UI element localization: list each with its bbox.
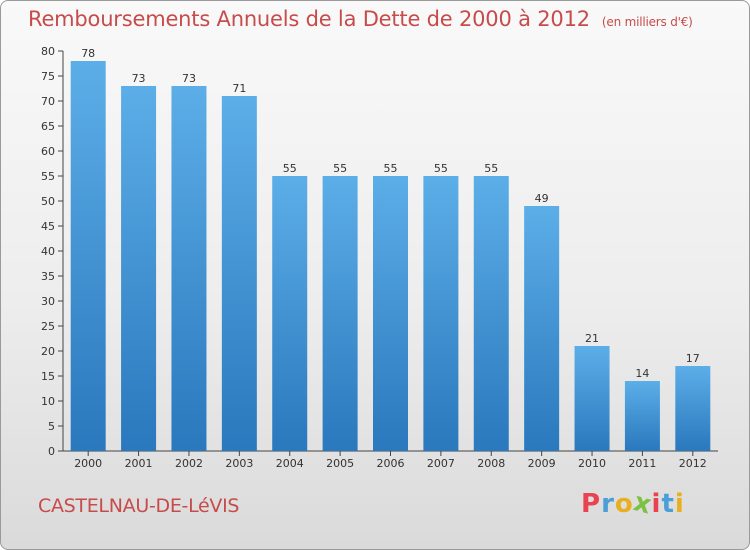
bar-2006 <box>373 176 408 451</box>
bar-value-label: 55 <box>384 162 398 175</box>
y-axis: 0 5 10 15 20 25 30 35 40 45 50 55 60 65 70 75 80 <box>41 45 64 458</box>
bar-value-label: 55 <box>283 162 297 175</box>
x-tick-label: 2010 <box>578 457 606 470</box>
x-tick-label: 2001 <box>125 457 153 470</box>
bar-value-label: 78 <box>81 47 95 60</box>
y-tick-label: 30 <box>41 295 55 308</box>
y-tick-label: 60 <box>41 145 55 158</box>
y-tick-label: 40 <box>41 245 55 258</box>
x-tick-label: 2012 <box>679 457 707 470</box>
y-tick-label: 75 <box>41 70 55 83</box>
x-tick-label: 2011 <box>628 457 656 470</box>
bar-2004 <box>272 176 308 451</box>
y-tick-label: 10 <box>41 395 55 408</box>
bar-value-label: 17 <box>686 352 700 365</box>
x-tick-label: 2009 <box>528 457 556 470</box>
bar-value-label: 55 <box>434 162 448 175</box>
x-tick-label: 2000 <box>74 457 102 470</box>
logo-letter: o <box>614 489 634 519</box>
bar-2003 <box>221 96 257 451</box>
bar-value-label: 73 <box>132 72 146 85</box>
bar-value-label: 21 <box>585 332 599 345</box>
y-tick-label: 45 <box>41 220 55 233</box>
bar-2007 <box>423 176 459 451</box>
chart-subtitle: (en milliers d'€) <box>601 15 693 29</box>
y-tick-label: 65 <box>41 120 55 133</box>
y-tick-label: 80 <box>41 45 55 58</box>
logo-letter: t <box>661 489 675 519</box>
y-tick-label: 0 <box>48 445 55 458</box>
x-tick-label: 2008 <box>477 457 505 470</box>
x-axis: 2000 2001 2002 2003 2004 2005 2006 2007 2008 2009… <box>63 450 718 470</box>
x-tick-label: 2003 <box>225 457 253 470</box>
bar-value-label: 73 <box>182 72 196 85</box>
bar-2000 <box>70 61 106 451</box>
y-tick-label: 20 <box>41 345 55 358</box>
logo-letter: P <box>581 489 602 519</box>
y-tick-label: 35 <box>41 270 55 283</box>
y-tick-label: 55 <box>41 170 55 183</box>
x-tick-label: 2005 <box>326 457 354 470</box>
logo-letter: r <box>601 489 615 519</box>
bar-2009 <box>524 206 560 451</box>
bar-value-label: 71 <box>232 82 246 95</box>
chart-title-text: Remboursements Annuels de la Dette de 20… <box>28 7 590 31</box>
bar-2002 <box>171 86 207 451</box>
bar-labels: 78 73 73 71 55 55 55 55 55 49 21 14 17 <box>81 47 700 380</box>
bar-value-label: 14 <box>635 367 649 380</box>
bar-2010 <box>574 346 610 451</box>
x-tick-label: 2006 <box>377 457 405 470</box>
proxiti-logo: Proxiti <box>581 487 685 521</box>
logo-letter: i <box>674 489 685 519</box>
bar-2012 <box>675 366 711 451</box>
y-tick-label: 70 <box>41 95 55 108</box>
bar-2001 <box>121 86 157 451</box>
logo-letter: i <box>651 489 662 519</box>
x-tick-label: 2002 <box>175 457 203 470</box>
bar-value-label: 55 <box>484 162 498 175</box>
commune-name: CASTELNAU-DE-LéVIS <box>38 495 240 517</box>
bar-2008 <box>473 176 509 451</box>
y-tick-label: 5 <box>48 420 55 433</box>
bars <box>70 61 711 451</box>
y-tick-label: 25 <box>41 320 55 333</box>
chart-title: Remboursements Annuels de la Dette de 20… <box>28 7 693 31</box>
bar-value-label: 55 <box>333 162 347 175</box>
y-tick-label: 50 <box>41 195 55 208</box>
x-tick-label: 2007 <box>427 457 455 470</box>
bar-2011 <box>624 381 660 451</box>
y-tick-label: 15 <box>41 370 55 383</box>
x-tick-label: 2004 <box>276 457 304 470</box>
bar-value-label: 49 <box>535 192 549 205</box>
bar-2005 <box>322 176 358 451</box>
